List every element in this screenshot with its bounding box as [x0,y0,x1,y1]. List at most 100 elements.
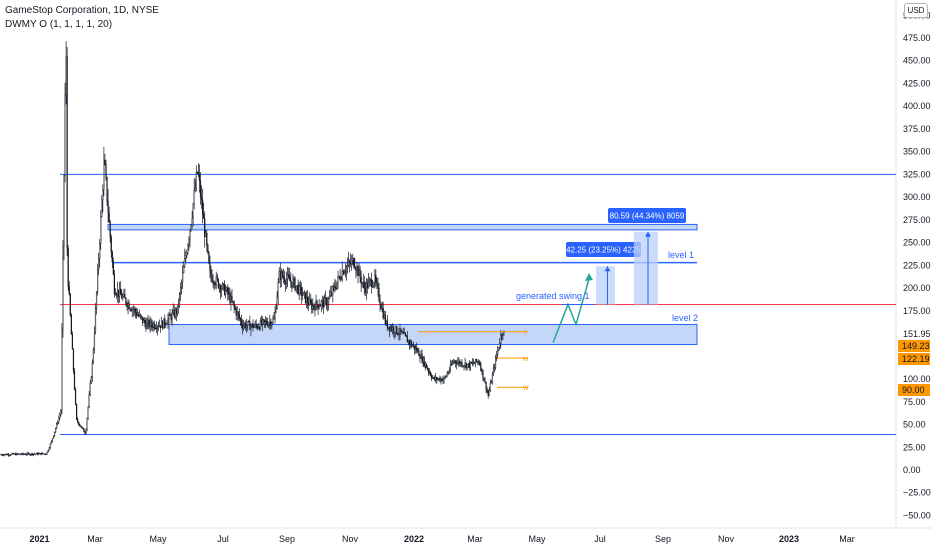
price-tag: 122.19 [898,353,930,365]
candle-body [344,271,347,273]
candle [163,318,165,329]
candle [238,308,240,322]
candle-body [98,258,100,270]
candle [443,376,445,384]
candle-body [25,454,27,456]
candle [68,281,70,296]
candle-body [283,277,286,282]
candle [241,319,244,335]
candle [460,361,462,367]
price-tag-text: 149.23 [902,341,930,351]
candle [423,355,425,368]
candle [39,452,41,454]
candle-body [499,343,501,348]
candle [170,313,172,324]
candle [497,345,499,360]
candle-body [478,361,480,363]
candle [177,298,180,314]
candle-body [101,199,103,217]
candle-body [497,350,499,356]
candle-body [300,287,302,296]
level-2-label: level 2 [672,313,698,323]
candle [314,302,316,317]
time-tick-label: Mar [839,534,855,544]
candle-body [488,390,490,396]
candle-body [248,321,250,323]
indicator-title[interactable]: DWMY O (1, 1, 1, 1, 20) [5,19,113,30]
price-tick-label: 375.00 [903,124,931,134]
candle [77,417,79,424]
candle [18,453,20,455]
candle-body [385,320,387,324]
candle [0,453,2,456]
candle-body [83,428,85,433]
candle [462,365,464,368]
candle [491,371,494,385]
candle [184,248,186,268]
price-tick-label: 350.00 [903,147,931,157]
candle [478,359,480,366]
candle-body [203,214,205,219]
candle [329,289,331,300]
candle-body [431,377,434,379]
candle [95,290,98,315]
candle-body [491,373,494,383]
candle-body [199,180,202,198]
candle [30,453,33,456]
symbol-title[interactable]: GameStop Corporation, 1D, NYSE [5,5,159,16]
candle [319,304,321,307]
candle [111,250,113,268]
candle [376,277,378,289]
candle [402,327,404,335]
candle [47,449,49,453]
candle [328,296,330,311]
candle-body [405,335,407,337]
candle [235,306,237,321]
currency-badge[interactable]: USD [904,3,928,18]
candle-body [12,453,15,455]
candle-body [233,302,235,307]
price-tag-bg [898,384,930,396]
candle [405,334,407,337]
candle [155,321,158,334]
candle [404,331,406,337]
candle [185,251,187,263]
candle-body [236,311,238,316]
candle-body [297,285,299,294]
candle-body [286,278,288,285]
candle [123,289,125,298]
candle [293,276,295,288]
candle-body [37,452,39,455]
candle-body [359,268,361,278]
candle [470,361,473,365]
candle-body [261,319,264,325]
candle [380,302,382,310]
price-tick-label: 325.00 [903,169,931,179]
price-tick-label: 250.00 [903,238,931,248]
candle-body [6,454,8,456]
candle-body [477,361,479,363]
candle-body [462,365,464,367]
candle [392,323,394,335]
candle-body [260,320,263,325]
candle [179,282,182,301]
candle [220,284,223,297]
support-resistance-zone [168,323,698,345]
candle-body [150,320,152,326]
candle [338,275,340,280]
candle [305,291,308,309]
candle-body [496,354,498,358]
candle-body [355,268,357,271]
candle-body [4,453,6,455]
candle [397,332,399,336]
candle [180,279,183,295]
candle [454,359,456,364]
candle-body [455,360,457,364]
candle [209,255,211,279]
candle [445,375,447,379]
candle [298,281,300,301]
candle-body [356,266,358,271]
candle [99,239,101,268]
